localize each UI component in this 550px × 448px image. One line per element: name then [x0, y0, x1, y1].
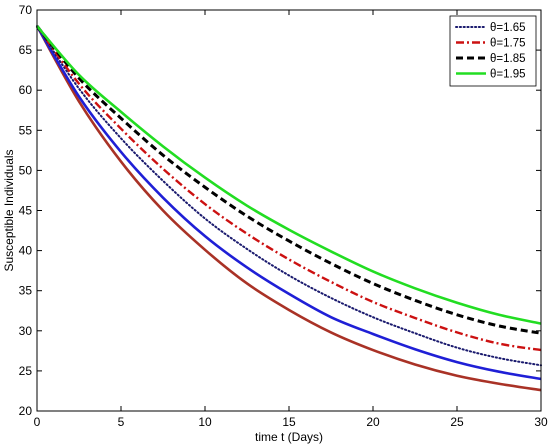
x-tick-label: 5 — [118, 415, 125, 429]
x-tick-label: 10 — [198, 415, 212, 429]
series-line-3 — [36, 25, 542, 367]
y-tick-label: 70 — [19, 3, 33, 17]
y-axis-label: Susceptible Individuals — [2, 149, 16, 271]
y-tick-label: 60 — [19, 83, 33, 97]
y-tick-label: 25 — [19, 364, 33, 378]
series-lines — [35, 25, 542, 392]
x-axis-label: time t (Days) — [255, 430, 323, 444]
legend-label-3: θ=1.85 — [490, 53, 526, 65]
x-tick-label: 30 — [534, 415, 548, 429]
legend: θ=1.65 θ=1.75 θ=1.85 θ=1.95 — [449, 15, 537, 87]
y-tick-label: 30 — [19, 324, 33, 338]
y-tick-label: 65 — [19, 43, 33, 57]
series-line-5 — [35, 25, 542, 335]
x-axis-ticks: 0 5 10 15 20 25 30 — [34, 10, 548, 429]
y-tick-label: 55 — [19, 123, 33, 137]
legend-label-2: θ=1.75 — [490, 38, 526, 50]
series-line-2 — [35, 25, 542, 381]
legend-label-1: θ=1.65 — [490, 22, 526, 34]
series-line-6 — [36, 25, 542, 325]
y-tick-label: 20 — [19, 404, 33, 418]
y-tick-label: 40 — [19, 244, 33, 258]
legend-label-4: θ=1.95 — [490, 69, 526, 81]
x-tick-label: 25 — [450, 415, 464, 429]
series-line-4 — [36, 25, 542, 352]
y-tick-label: 45 — [19, 204, 33, 218]
x-tick-label: 0 — [34, 415, 41, 429]
y-axis-ticks: 20 25 30 35 40 45 50 55 60 65 70 — [19, 3, 541, 418]
x-tick-label: 15 — [282, 415, 296, 429]
y-tick-label: 35 — [19, 284, 33, 298]
series-line-1 — [35, 25, 542, 392]
x-tick-label: 20 — [366, 415, 380, 429]
y-tick-label: 50 — [19, 163, 33, 177]
